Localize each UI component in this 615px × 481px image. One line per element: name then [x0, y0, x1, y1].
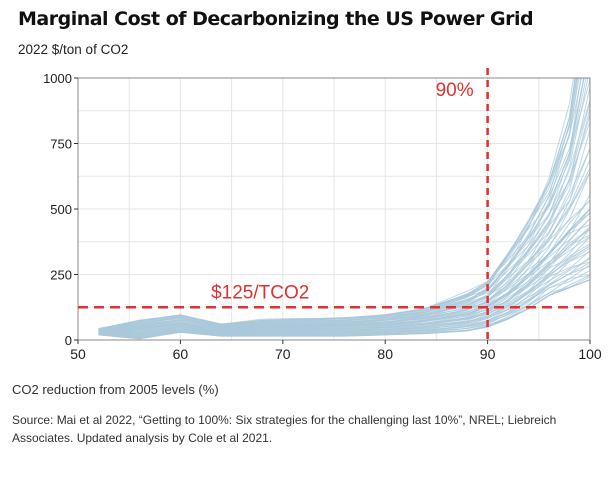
series-line-1 — [98, 208, 590, 333]
y-tick-label: 1000 — [43, 71, 72, 86]
x-tick-label: 90 — [480, 346, 496, 362]
x-tick-label: 50 — [70, 346, 86, 362]
y-tick-label: 750 — [50, 137, 72, 152]
chart-title: Marginal Cost of Decarbonizing the US Po… — [18, 8, 534, 30]
scenario-line — [98, 218, 590, 333]
series-line-0 — [98, 78, 576, 330]
source-note: Source: Mai et al 2022, “Getting to 100%… — [12, 413, 557, 445]
scenario-line — [98, 78, 575, 330]
scenario-line — [98, 208, 590, 333]
scenario-line — [98, 78, 589, 331]
reference-label-x: 90% — [436, 80, 474, 101]
x-tick-label: 80 — [377, 346, 393, 362]
y-tick-label: 0 — [65, 333, 72, 348]
scenario-line — [98, 99, 590, 332]
y-axis-label: 2022 $/ton of CO2 — [18, 42, 129, 57]
scenario-line — [98, 78, 580, 330]
x-tick-label: 70 — [275, 346, 291, 362]
y-tick-label: 250 — [50, 268, 72, 283]
y-tick-label: 500 — [50, 202, 72, 217]
scenario-lines — [98, 78, 590, 340]
scenario-line — [98, 108, 590, 332]
x-axis-label: CO2 reduction from 2005 levels (%) — [12, 382, 219, 397]
scenario-line — [98, 78, 577, 330]
scenario-line — [98, 247, 590, 336]
reference-label-y: $125/TCO2 — [211, 282, 309, 303]
series-line-2 — [98, 279, 590, 340]
x-tick-label: 100 — [578, 346, 602, 362]
scenario-line — [98, 78, 585, 331]
x-tick-label: 60 — [173, 346, 189, 362]
